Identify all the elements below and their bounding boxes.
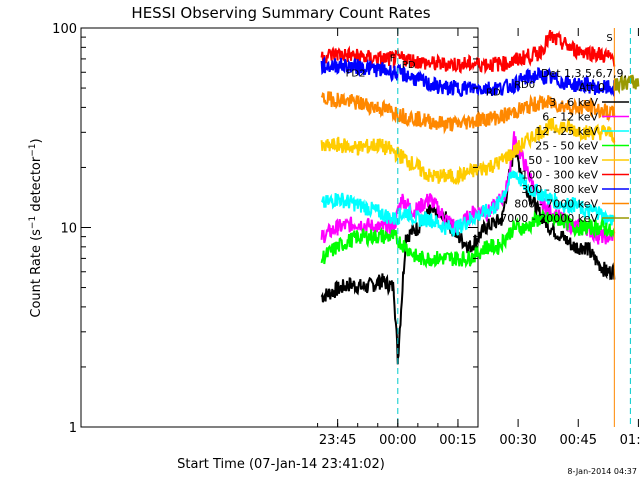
timestamp: 8-Jan-2014 04:37 xyxy=(567,467,637,476)
legend-label: 300 - 800 keV xyxy=(521,183,598,196)
legend-label: 50 - 100 keV xyxy=(528,154,598,167)
annotation-label: F xyxy=(390,53,396,64)
chart-title: HESSI Observing Summary Count Rates xyxy=(131,4,430,22)
series-line-800-7000-keV xyxy=(320,91,616,135)
series-line-300-800-keV xyxy=(320,55,616,99)
annotation-label: FD2 xyxy=(346,69,366,80)
y-axis-label: Count Rate (s−1 detector−1) xyxy=(28,138,44,317)
annotation-label: PD xyxy=(402,60,416,71)
legend: Det 1,3,5,6,7,9, Att 0 3 - 6 keV 6 - 12 k… xyxy=(500,67,629,225)
series-line-12-25-keV xyxy=(320,170,616,237)
x-tick-label: 01:00 xyxy=(620,433,640,448)
legend-label: 3 - 6 keV xyxy=(549,96,598,109)
y-tick-label: 100 xyxy=(52,22,77,37)
x-tick-label: 00:15 xyxy=(439,433,476,448)
legend-label: 100 - 300 keV xyxy=(521,169,598,182)
x-tick-label: 00:30 xyxy=(499,433,536,448)
series-line-25-50-keV xyxy=(320,208,616,269)
annotation-label: RD xyxy=(486,87,501,98)
legend-label: 7000 - 20000 keV xyxy=(500,212,598,225)
y-axis: 1 10 100 xyxy=(52,22,478,436)
x-tick-label: 00:00 xyxy=(379,433,416,448)
annotations: FD2 F PD RD RD0 S xyxy=(346,33,613,98)
series-line-3-6-keV xyxy=(320,148,616,365)
x-tick-label: 00:45 xyxy=(560,433,597,448)
x-tick-label: 23:45 xyxy=(319,433,356,448)
legend-label: 25 - 50 keV xyxy=(535,140,598,153)
y-tick-label: 1 xyxy=(69,421,77,436)
legend-title-line2: Att 0 xyxy=(579,81,605,94)
x-axis-label: Start Time (07-Jan-14 23:41:02) xyxy=(177,457,385,472)
series-line-50-100-keV xyxy=(320,116,616,186)
y-tick-label: 10 xyxy=(60,222,77,237)
legend-title-line1: Det 1,3,5,6,7,9, xyxy=(541,67,627,80)
legend-label: 800 - 7000 keV xyxy=(514,198,598,211)
annotation-label: S xyxy=(606,33,612,44)
legend-label: 12 - 25 keV xyxy=(535,125,598,138)
plot-frame xyxy=(80,27,479,428)
legend-label: 6 - 12 keV xyxy=(542,111,598,124)
annotation-label: RD0 xyxy=(514,80,535,91)
series-layer xyxy=(320,28,640,427)
